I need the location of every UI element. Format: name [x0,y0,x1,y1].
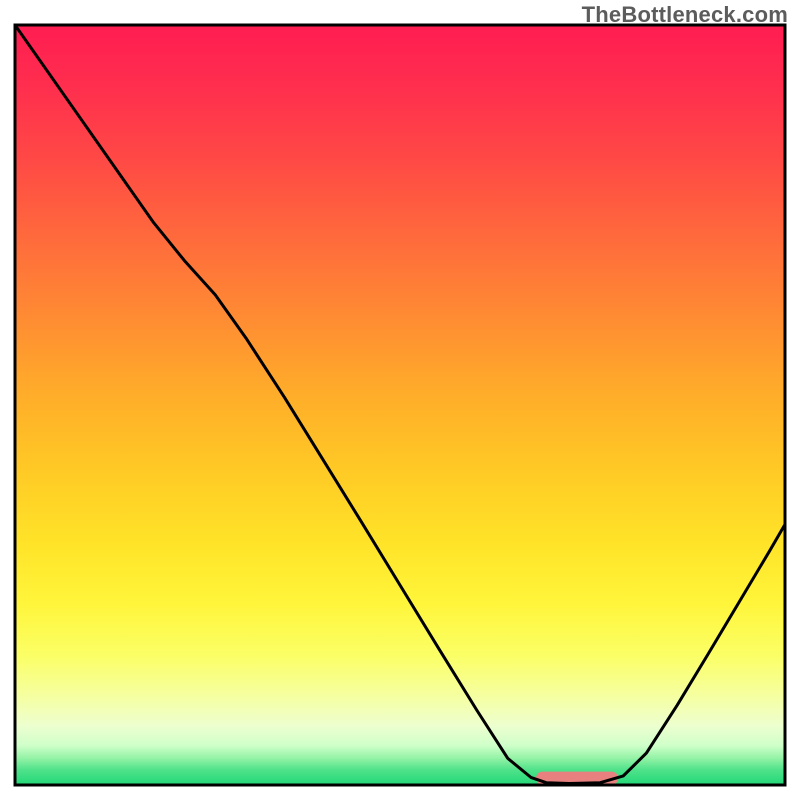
plot-background [15,25,785,785]
bottleneck-chart: TheBottleneck.com [0,0,800,800]
chart-svg [0,0,800,800]
watermark-label: TheBottleneck.com [582,2,788,28]
